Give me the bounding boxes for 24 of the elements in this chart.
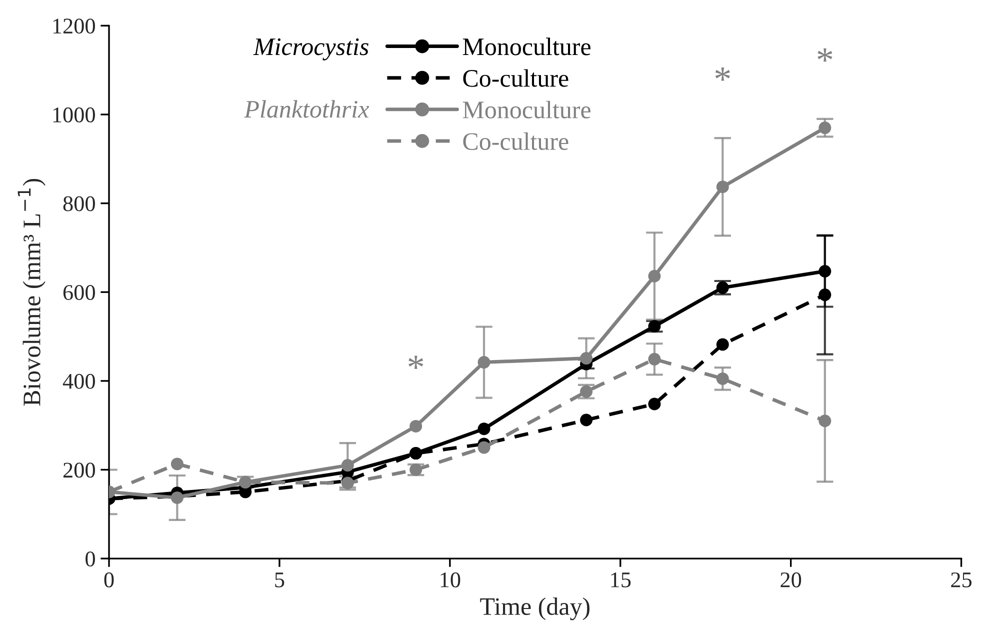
y-axis-title: Biovolume (mm³ L$^{−1}$) [18,178,46,406]
y-tick-label: 800 [63,196,95,212]
x-tick-label: 20 [780,572,802,588]
annotation: * [408,356,424,369]
y-tick-label: 0 [86,551,95,566]
y-tick-label: 600 [63,285,95,300]
y-tick-label: 1000 [53,107,95,122]
annotation: * [715,68,730,81]
legend-label: Monoculture [462,100,590,118]
annotation: Microcystis [253,38,368,60]
x-axis-title: Time (day) [480,597,590,620]
annotation: Planktothrix [244,100,370,118]
y-tick-label: 400 [62,374,95,389]
legend-label: Co-culture [463,132,568,150]
x-tick-label: 5 [275,572,284,588]
x-tick-label: 15 [611,572,631,588]
x-tick-label: 0 [104,572,114,588]
y-tick-label: 200 [63,462,95,478]
x-tick-label: 10 [440,572,460,588]
legend-label: Co-culture [463,69,568,87]
y-tick-label: 1200 [53,18,95,34]
x-tick-label: 25 [951,572,972,588]
annotation: * [818,48,832,62]
legend-label: Monoculture [462,38,590,56]
